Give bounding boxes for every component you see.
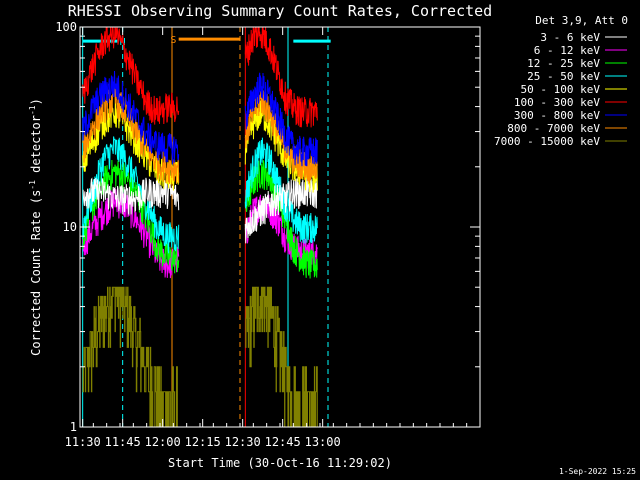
legend-label-5: 100 - 300 keV [514, 96, 600, 109]
series-8 [82, 286, 318, 428]
x-tick-label-4: 12:30 [225, 435, 261, 449]
legend-label-1: 6 - 12 keV [534, 44, 601, 57]
y-tick-label-2: 100 [55, 20, 77, 34]
series-6 [82, 70, 318, 167]
series-line-5-0 [82, 26, 180, 125]
series-line-4-0 [82, 97, 180, 191]
series-4 [82, 97, 318, 193]
legend-label-7: 800 - 7000 keV [507, 122, 600, 135]
y-tick-label-0: 1 [70, 420, 77, 434]
x-tick-label-5: 12:45 [265, 435, 301, 449]
series-0 [82, 177, 318, 244]
legend-label-3: 25 - 50 keV [527, 70, 600, 83]
series-line-6-0 [82, 70, 180, 165]
legend-label-8: 7000 - 15000 keV [494, 135, 600, 148]
series-line-4-1 [244, 98, 318, 193]
series-group [82, 26, 318, 428]
x-tick-label-0: 11:30 [65, 435, 101, 449]
x-tick-label-6: 13:00 [305, 435, 341, 449]
y-axis-label: Corrected Count Rate (s-1 detector-1) [28, 98, 43, 356]
series-line-6-1 [244, 72, 318, 167]
series-line-5-1 [244, 26, 318, 128]
chart-title: RHESSI Observing Summary Count Rates, Co… [68, 2, 492, 20]
flag-label-S: S [170, 35, 176, 46]
series-line-0-1 [244, 177, 318, 244]
footer-date: 1-Sep-2022 15:25 [559, 467, 636, 476]
series-5 [82, 26, 318, 128]
axis-ticks: 11:30 11:45 12:00 12:15 12:30 12:45 13:00 1 10 10… [55, 20, 481, 449]
series-line-8-0 [82, 286, 179, 428]
legend-label-6: 300 - 800 keV [514, 109, 600, 122]
series-2 [82, 159, 318, 279]
series-line-3-0 [82, 136, 180, 254]
series-line-0-0 [82, 177, 180, 216]
legend-label-2: 12 - 25 keV [527, 57, 600, 70]
series-line-7-0 [82, 84, 180, 184]
series-line-8-1 [245, 286, 318, 428]
x-tick-label-2: 12:00 [145, 435, 181, 449]
x-tick-label-3: 12:15 [185, 435, 221, 449]
y-tick-label-1: 10 [63, 220, 77, 234]
x-axis-label: Start Time (30-Oct-16 11:29:02) [168, 456, 392, 470]
legend-header: Det 3,9, Att 0 [535, 14, 628, 27]
x-tick-label-1: 11:45 [105, 435, 141, 449]
legend-label-0: 3 - 6 keV [540, 31, 600, 44]
legend-label-4: 50 - 100 keV [521, 83, 601, 96]
